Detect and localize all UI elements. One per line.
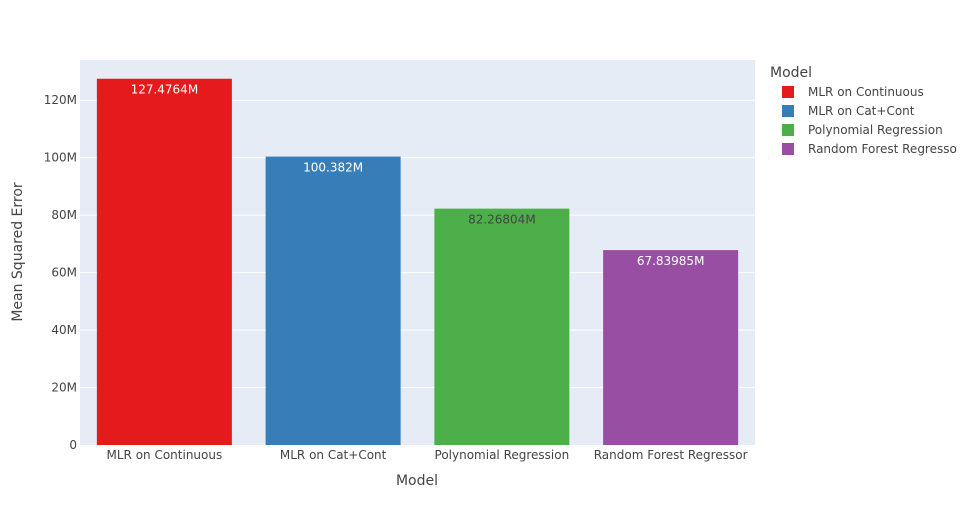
- x-tick-label: Polynomial Regression: [435, 448, 570, 462]
- legend-swatch[interactable]: [782, 86, 794, 98]
- legend-entry[interactable]: Random Forest Regresso: [808, 142, 957, 156]
- legend-entry[interactable]: MLR on Continuous: [808, 85, 924, 99]
- x-tick-label: MLR on Cat+Cont: [280, 448, 387, 462]
- y-tick-label: 80M: [51, 208, 77, 222]
- x-tick-label: Random Forest Regressor: [594, 448, 748, 462]
- x-axis-title: Model: [396, 473, 438, 489]
- legend-swatch[interactable]: [782, 124, 794, 136]
- legend: Model MLR on Continuous MLR on Cat+Cont Po…: [770, 65, 957, 156]
- bar[interactable]: [603, 250, 739, 445]
- x-ticks: MLR on Continuous MLR on Cat+Cont Polynomi…: [107, 448, 748, 462]
- bar[interactable]: [96, 78, 232, 446]
- bar-value-label: 127.4764M: [131, 83, 199, 97]
- legend-swatch[interactable]: [782, 105, 794, 117]
- legend-entry[interactable]: MLR on Cat+Cont: [808, 104, 915, 118]
- bar-value-label: 67.83985M: [637, 254, 705, 268]
- y-tick-label: 0: [69, 438, 77, 452]
- legend-title: Model: [770, 65, 812, 81]
- y-ticks: 0 20M 40M 60M 80M 100M 120M: [44, 93, 77, 452]
- y-tick-label: 100M: [44, 151, 77, 165]
- x-tick-label: MLR on Continuous: [107, 448, 223, 462]
- bar-value-label: 100.382M: [303, 161, 363, 175]
- y-tick-label: 60M: [51, 266, 77, 280]
- bar[interactable]: [265, 156, 401, 445]
- y-tick-label: 120M: [44, 93, 77, 107]
- y-tick-label: 40M: [51, 323, 77, 337]
- y-axis-title: Mean Squared Error: [10, 182, 26, 322]
- bar[interactable]: [434, 208, 570, 445]
- bars: 127.4764M 100.382M 82.26804M 67.83985M: [96, 78, 739, 446]
- bar-value-label: 82.26804M: [468, 213, 536, 227]
- legend-entry[interactable]: Polynomial Regression: [808, 123, 943, 137]
- legend-swatch[interactable]: [782, 143, 794, 155]
- y-tick-label: 20M: [51, 381, 77, 395]
